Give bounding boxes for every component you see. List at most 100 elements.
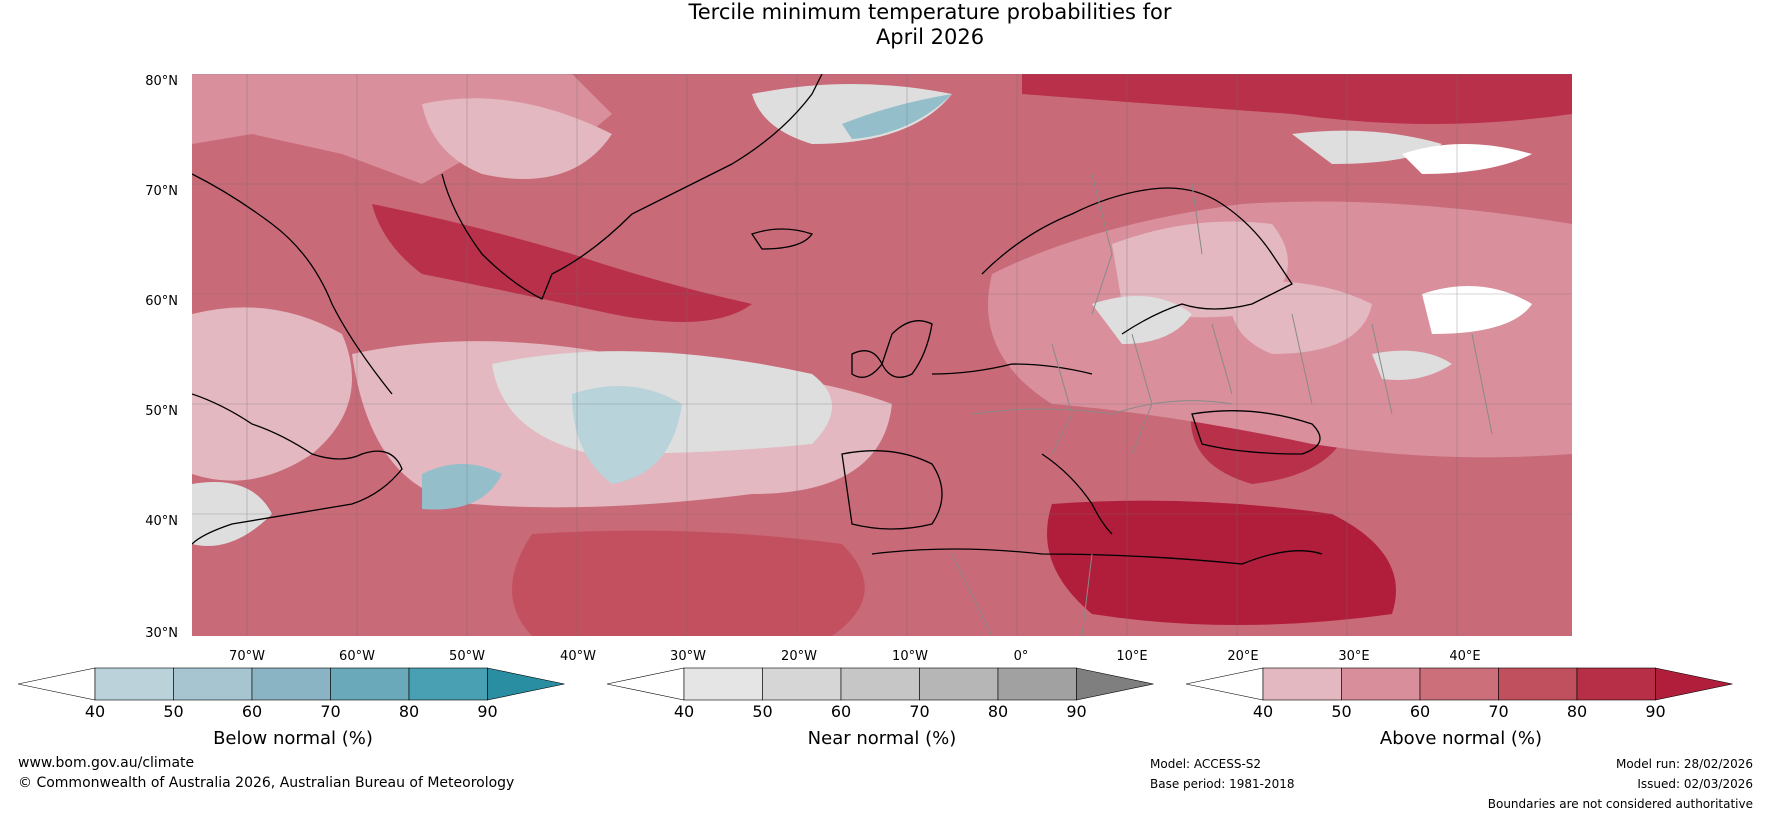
region-above-40-baffin <box>422 98 612 179</box>
below-colorbar-tick: 80 <box>398 702 420 721</box>
lon-label-30e: 30°E <box>1338 649 1370 664</box>
lat-label-40n: 40°N <box>145 514 178 529</box>
near-colorbar-segment <box>997 667 1077 701</box>
below-colorbar-tick: 40 <box>84 702 106 721</box>
colorbar-above-normal <box>1185 667 1736 702</box>
coastline-ireland <box>851 350 883 378</box>
region-above-70-south-atlantic <box>512 530 865 636</box>
lon-label-60w: 60°W <box>339 649 375 664</box>
region-below-normal-greenland-sea <box>842 94 952 139</box>
lon-label-0: 0° <box>1013 649 1029 664</box>
region-above-90-mediterranean <box>1047 500 1396 625</box>
coastline-north-sea <box>931 363 1093 375</box>
below-colorbar-segment <box>330 667 410 701</box>
lat-label-70n: 70°N <box>145 184 178 199</box>
coastlines <box>192 74 1323 565</box>
coastline-black-sea <box>1191 410 1321 455</box>
above-colorbar-high-extend <box>1655 667 1733 701</box>
lon-label-40e: 40°E <box>1449 649 1481 664</box>
near-colorbar-segment <box>762 667 842 701</box>
coastline-baffin <box>192 173 393 395</box>
map-title-line2: April 2026 <box>875 25 985 49</box>
coastline-greenland <box>441 74 823 300</box>
graticule <box>192 74 1572 636</box>
colorbar-near-title: Near normal (%) <box>807 728 957 749</box>
below-colorbar-segment <box>251 667 331 701</box>
region-no-signal-russia <box>1422 286 1532 334</box>
near-colorbar-segment <box>840 667 920 701</box>
region-no-signal-barents <box>1402 144 1532 174</box>
lon-label-70w: 70°W <box>229 649 265 664</box>
above-colorbar-segment <box>1262 667 1342 701</box>
near-colorbar-segment <box>919 667 999 701</box>
coastline-iberia <box>841 450 943 530</box>
above-colorbar-tick: 40 <box>1252 702 1274 721</box>
below-colorbar-tick: 50 <box>163 702 184 721</box>
footer-website: www.bom.gov.au/climate <box>18 755 195 771</box>
footer-model: Model: ACCESS-S2 <box>1150 757 1262 771</box>
near-colorbar-tick: 90 <box>1066 702 1087 721</box>
below-colorbar-low-extend <box>17 667 96 701</box>
above-colorbar-segment <box>1419 667 1499 701</box>
near-colorbar-low-extend <box>606 667 685 701</box>
coastline-scandinavia <box>981 187 1293 335</box>
lon-label-30w: 30°W <box>670 649 706 664</box>
above-colorbar-tick: 70 <box>1488 702 1509 721</box>
coastline-iceland <box>750 228 814 250</box>
coastline-north-africa <box>871 548 1323 565</box>
map-title-line1: Tercile minimum temperature probabilitie… <box>688 0 1172 24</box>
near-colorbar-tick: 40 <box>673 702 695 721</box>
region-above-80-arctic <box>1022 74 1572 124</box>
lon-label-10w: 10°W <box>892 649 928 664</box>
above-colorbar-tick: 90 <box>1645 702 1666 721</box>
footer-model-run: Model run: 28/02/2026 <box>1615 757 1753 771</box>
colorbar-above-title: Above normal (%) <box>1379 728 1543 749</box>
footer-base-period: Base period: 1981-2018 <box>1150 777 1295 791</box>
lon-label-50w: 50°W <box>449 649 485 664</box>
lon-label-20w: 20°W <box>781 649 817 664</box>
region-below-normal-newfoundland <box>422 464 502 510</box>
above-colorbar-low-extend <box>1185 667 1264 701</box>
region-above-40-russia <box>1230 281 1372 354</box>
below-colorbar-tick: 90 <box>477 702 498 721</box>
colorbar-below-normal-svg <box>17 667 565 701</box>
lon-label-20e: 20°E <box>1227 649 1259 664</box>
near-colorbar-tick: 80 <box>987 702 1009 721</box>
colorbar-near-normal-svg <box>606 667 1154 701</box>
above-colorbar-tick: 60 <box>1409 702 1431 721</box>
lat-label-80n: 80°N <box>145 74 178 89</box>
coastline-britain <box>881 320 933 378</box>
near-colorbar-tick: 50 <box>752 702 773 721</box>
below-colorbar-tick: 60 <box>241 702 263 721</box>
below-colorbar-tick: 70 <box>320 702 341 721</box>
above-colorbar-segment <box>1576 667 1656 701</box>
near-colorbar-segment <box>683 667 763 701</box>
near-colorbar-high-extend <box>1076 667 1154 701</box>
colorbar-below-title: Below normal (%) <box>213 728 373 749</box>
above-colorbar-segment <box>1341 667 1421 701</box>
region-above-40-labrador <box>192 307 352 481</box>
coastline-italy <box>1041 453 1113 535</box>
lat-label-50n: 50°N <box>145 404 178 419</box>
above-colorbar-tick: 50 <box>1331 702 1352 721</box>
above-colorbar-segment <box>1498 667 1578 701</box>
lat-label-60n: 60°N <box>145 294 178 309</box>
footer-disclaimer: Boundaries are not considered authoritat… <box>1487 797 1753 811</box>
colorbar-above-normal-svg <box>1185 667 1733 701</box>
region-below-normal-atlantic <box>572 386 682 484</box>
above-colorbar-tick: 80 <box>1566 702 1588 721</box>
colorbar-near-normal <box>606 667 1157 702</box>
below-colorbar-segment <box>408 667 488 701</box>
country-borders <box>951 173 1493 636</box>
map-title: Tercile minimum temperature probabilitie… <box>0 0 1770 50</box>
region-near-normal-greenland-sea <box>752 84 952 144</box>
footer-copyright: © Commonwealth of Australia 2026, Austra… <box>18 775 515 791</box>
probability-map <box>192 74 1572 636</box>
below-colorbar-segment <box>173 667 253 701</box>
lat-label-30n: 30°N <box>145 626 178 641</box>
region-near-normal-ukraine <box>1372 350 1452 380</box>
near-colorbar-tick: 70 <box>909 702 930 721</box>
probability-map-canvas <box>192 74 1572 636</box>
lon-label-40w: 40°W <box>560 649 596 664</box>
colorbar-below-normal <box>17 667 568 702</box>
